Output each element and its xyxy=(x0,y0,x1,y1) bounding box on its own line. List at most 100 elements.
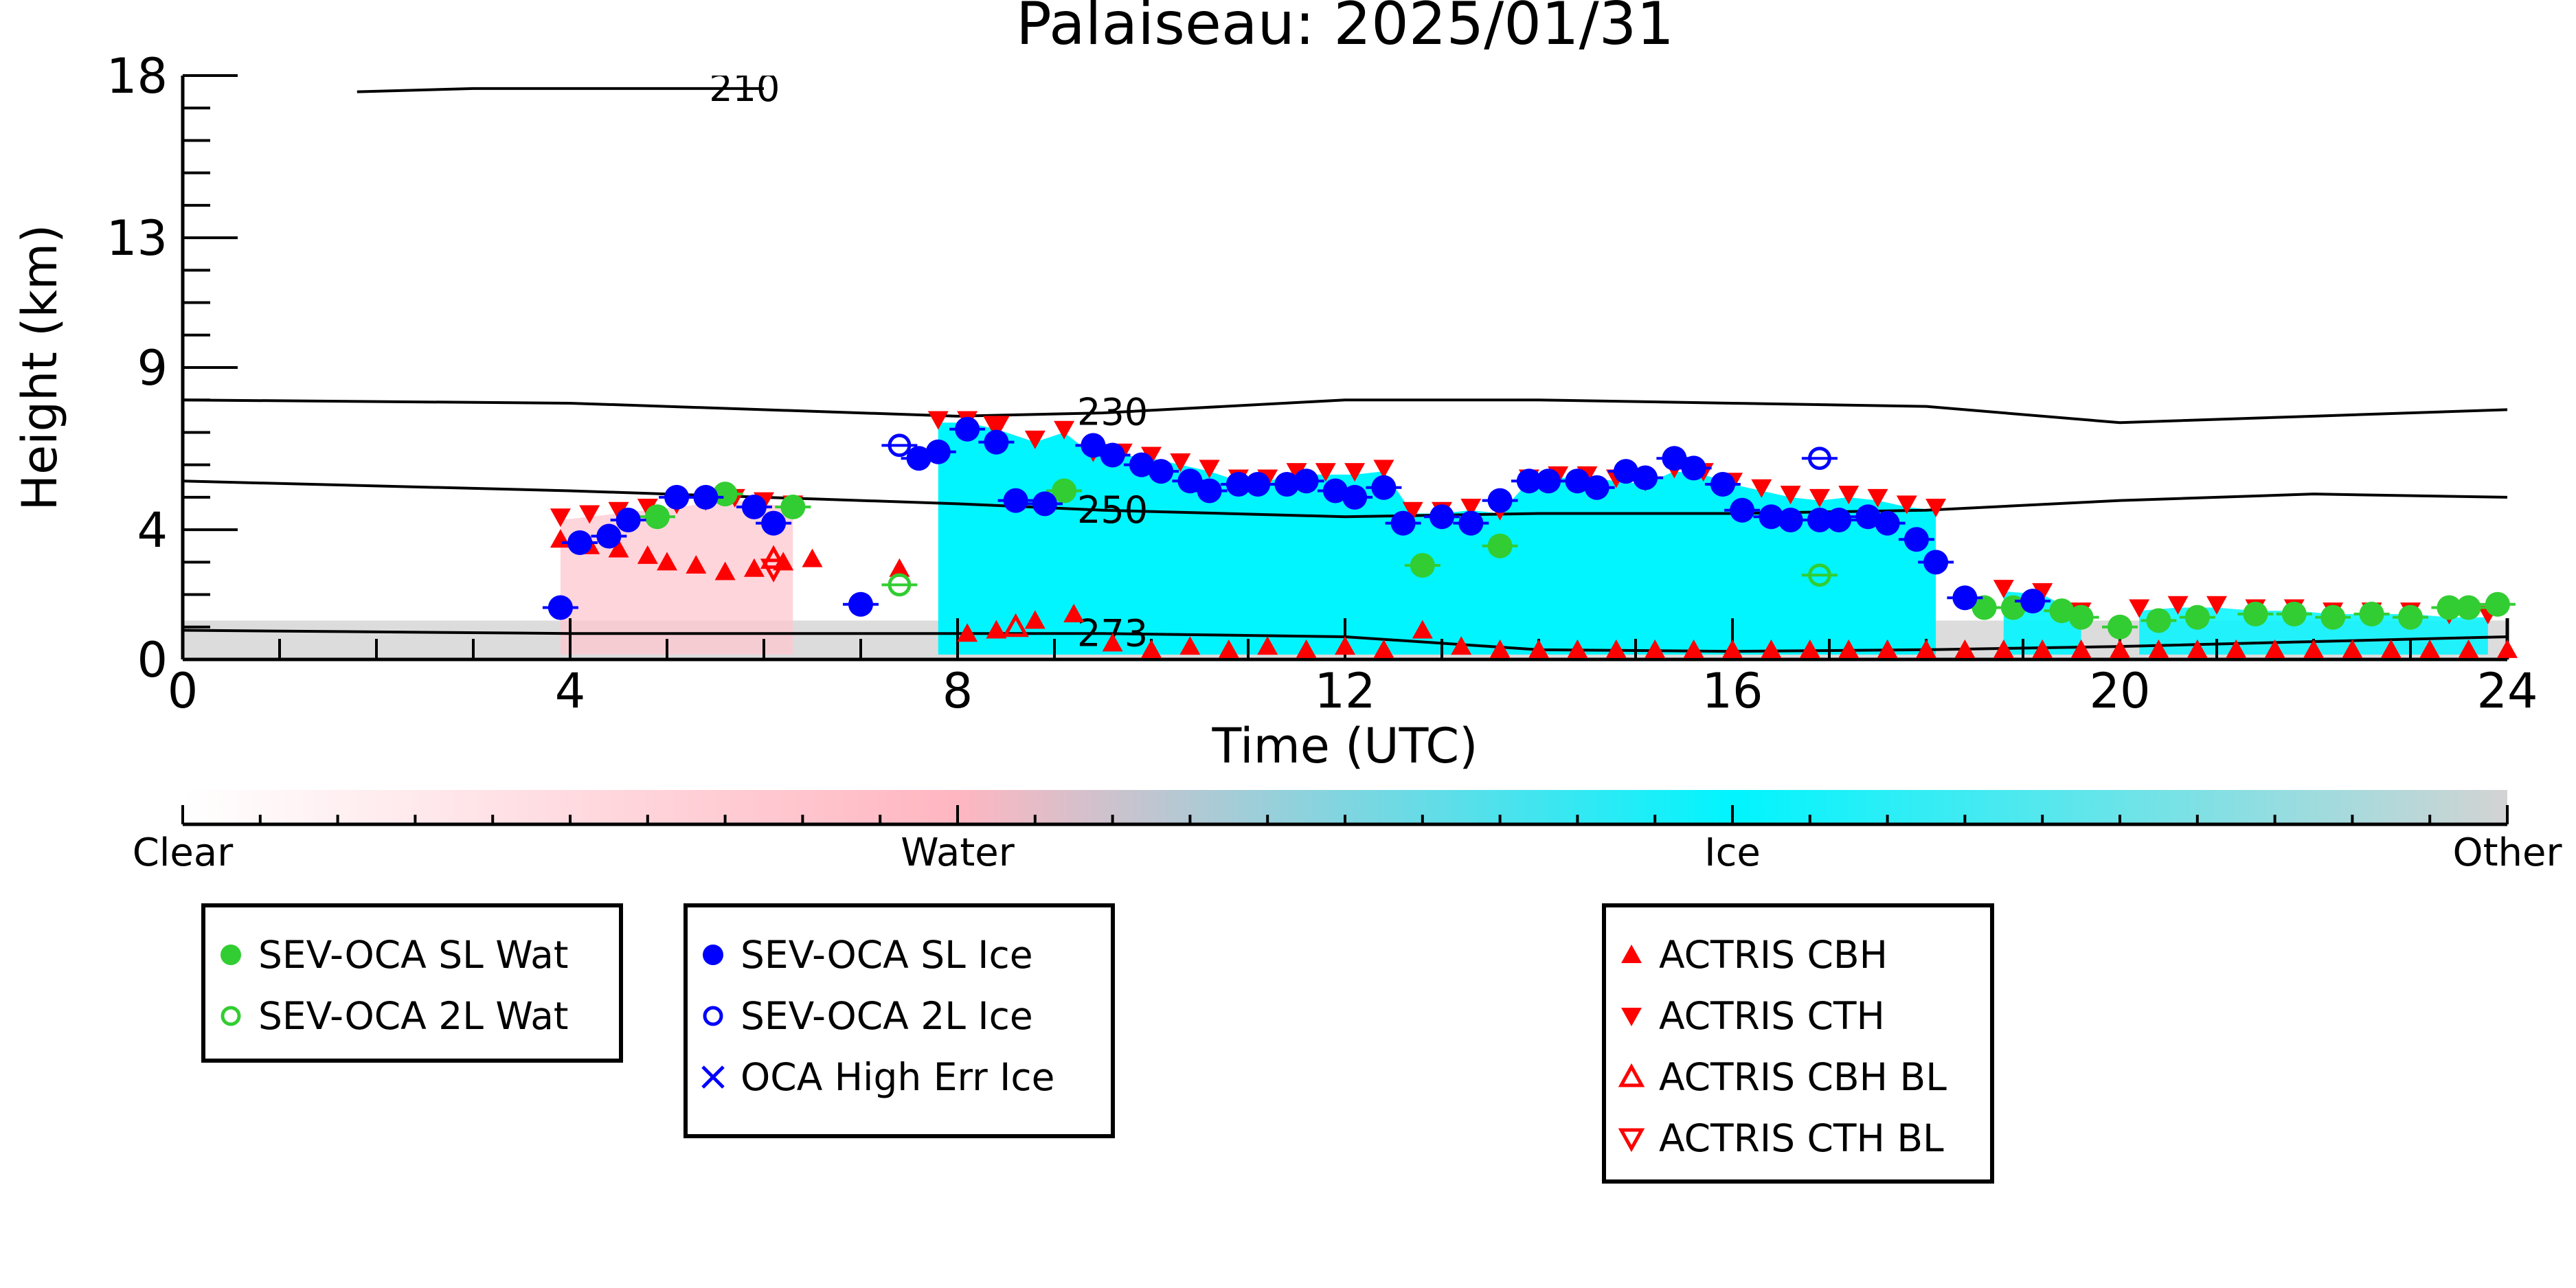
data-point xyxy=(2187,639,2208,658)
data-point xyxy=(1838,486,1860,505)
data-point xyxy=(1759,504,1784,530)
data-point xyxy=(1808,563,1831,587)
legend-entry-label: SEV-OCA 2L Ice xyxy=(741,994,1033,1038)
data-point xyxy=(1528,639,1549,658)
data-point xyxy=(1141,447,1162,466)
data-point xyxy=(1335,636,1355,655)
data-point xyxy=(1993,639,2014,658)
data-point xyxy=(1003,488,1028,513)
data-point xyxy=(2226,639,2247,658)
legend-box: SEV-OCA SL Wat SEV-OCA 2L Wat xyxy=(201,903,623,1063)
data-point xyxy=(608,501,629,521)
data-point xyxy=(596,523,622,549)
data-point xyxy=(2206,596,2227,615)
isotherm-line xyxy=(357,87,764,93)
data-point xyxy=(2146,608,2171,633)
data-point xyxy=(1451,636,1472,655)
data-point xyxy=(1681,455,1706,481)
data-point xyxy=(1002,613,1029,637)
data-point xyxy=(1296,639,1317,658)
data-point xyxy=(1971,595,1997,620)
data-point xyxy=(1274,472,1300,497)
data-point xyxy=(983,416,1010,440)
legend-entry-label: ACTRIS CTH BL xyxy=(1659,1116,1944,1160)
data-point xyxy=(1710,472,1735,497)
data-point xyxy=(1245,472,1271,497)
data-point xyxy=(1218,639,1239,658)
data-point xyxy=(1605,639,1627,658)
x-axis-label: Time (UTC) xyxy=(1212,718,1478,774)
data-point xyxy=(686,555,707,574)
data-point xyxy=(1052,478,1077,504)
y-tick-label: 9 xyxy=(137,340,168,396)
data-point xyxy=(2342,639,2363,658)
data-point xyxy=(579,505,600,524)
data-point xyxy=(1751,479,1772,498)
legend-box: SEV-OCA SL Ice SEV-OCA 2L Ice OCA High Err… xyxy=(683,903,1115,1138)
data-point xyxy=(2303,639,2324,658)
data-point xyxy=(955,416,980,442)
data-point xyxy=(2032,639,2053,658)
data-point xyxy=(637,499,658,518)
data-point xyxy=(1780,486,1801,505)
x-tick-label: 16 xyxy=(1702,663,1763,719)
data-point xyxy=(2458,639,2479,658)
data-point xyxy=(693,484,719,510)
isotherm-label: 230 xyxy=(1077,390,1148,433)
data-point xyxy=(2437,595,2462,620)
data-point xyxy=(1063,603,1085,622)
data-point xyxy=(2359,601,2384,626)
data-point xyxy=(567,530,593,555)
data-point xyxy=(2068,605,2094,630)
y-tick-label: 13 xyxy=(106,210,168,267)
data-point xyxy=(1170,453,1191,472)
data-point xyxy=(547,595,573,620)
data-point xyxy=(644,504,670,530)
isotherm-label: 250 xyxy=(1077,488,1148,532)
data-point xyxy=(2281,601,2307,626)
x-tick-label: 12 xyxy=(1314,663,1375,719)
x-tick-label: 4 xyxy=(555,663,586,719)
data-point xyxy=(615,507,641,532)
legend-entry-label: SEV-OCA SL Wat xyxy=(258,933,568,977)
legend-entry-label: SEV-OCA 2L Wat xyxy=(258,994,569,1038)
data-point xyxy=(714,561,736,580)
data-point xyxy=(1645,639,1666,658)
legend-marker xyxy=(1621,1008,1642,1026)
data-point xyxy=(1778,507,1803,532)
data-point xyxy=(1410,553,1435,578)
data-point xyxy=(2184,605,2210,630)
data-point xyxy=(1722,639,1743,658)
data-point xyxy=(664,484,690,510)
data-point xyxy=(1809,488,1830,508)
legend-entry-label: ACTRIS CTH xyxy=(1659,994,1885,1038)
data-point xyxy=(1286,463,1307,482)
data-point xyxy=(1293,468,1319,494)
data-point xyxy=(1149,459,1174,484)
data-point xyxy=(1054,420,1075,440)
data-point xyxy=(1344,463,1366,482)
data-point xyxy=(1179,636,1201,655)
y-tick-label: 18 xyxy=(106,48,168,104)
data-point xyxy=(888,573,912,597)
x-tick-label: 0 xyxy=(168,663,199,719)
data-point xyxy=(1177,468,1203,494)
data-point xyxy=(888,433,912,457)
data-point xyxy=(1867,488,1888,508)
data-point xyxy=(1342,484,1368,510)
legend-marker xyxy=(1618,1128,1645,1153)
data-point xyxy=(1730,497,1755,523)
data-point xyxy=(1903,527,1929,552)
legend-marker xyxy=(221,1006,241,1026)
data-point xyxy=(1390,510,1416,536)
data-point xyxy=(637,545,658,564)
data-point xyxy=(1487,533,1513,558)
colorbar: Clear Water Ice Other xyxy=(133,790,2562,875)
data-point xyxy=(2129,599,2150,618)
x-tick-label: 24 xyxy=(2476,663,2538,719)
data-point xyxy=(608,539,629,558)
data-point xyxy=(1141,639,1162,658)
data-point xyxy=(1032,491,1057,517)
data-point xyxy=(1807,507,1832,532)
legend-marker xyxy=(1618,1063,1645,1087)
